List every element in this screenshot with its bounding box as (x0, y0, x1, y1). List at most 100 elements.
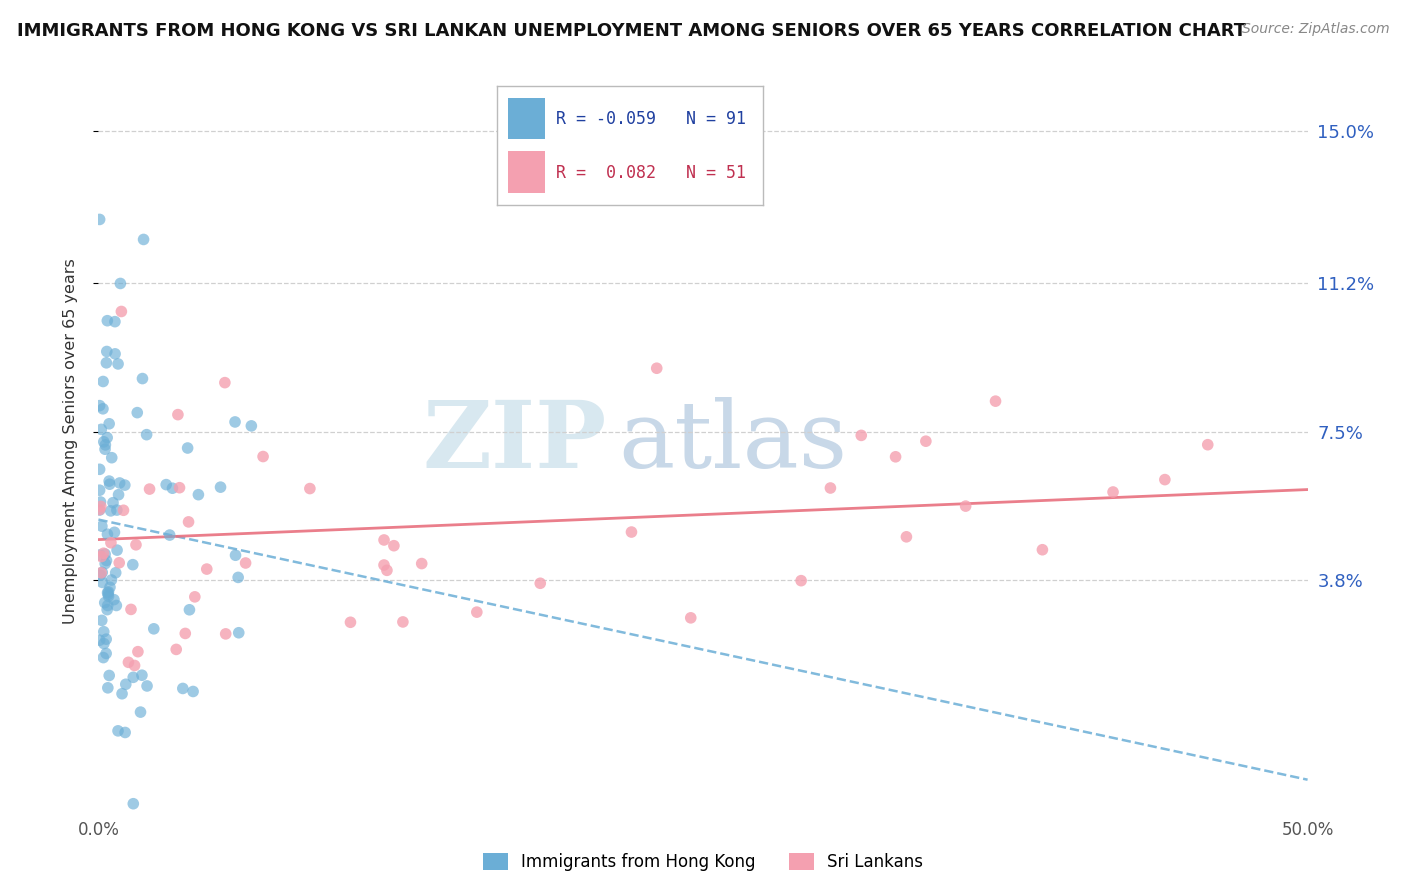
Point (142, 622, 165, 636)
Point (90, 500, 112, 514)
Point (176, 441, 198, 455)
Point (96, 527, 118, 541)
Point (1153, 473, 1175, 487)
Point (100, 504, 122, 518)
Text: IMMIGRANTS FROM HONG KONG VS SRI LANKAN UNEMPLOYMENT AMONG SENIORS OVER 65 YEARS: IMMIGRANTS FROM HONG KONG VS SRI LANKAN … (17, 22, 1246, 40)
Point (135, 427, 157, 442)
Point (226, 570, 249, 584)
Point (105, 543, 128, 558)
Point (1197, 438, 1219, 452)
Point (89, 633, 111, 648)
Point (679, 611, 702, 625)
Point (121, 558, 143, 572)
Point (96, 632, 118, 647)
Point (96, 314, 118, 328)
Point (90, 519, 112, 533)
Point (89, 462, 111, 476)
Point (97, 681, 120, 695)
Point (122, 670, 145, 684)
Point (131, 371, 153, 385)
Point (100, 573, 122, 587)
Point (298, 482, 321, 496)
Point (1031, 542, 1053, 557)
Point (103, 592, 125, 607)
Point (94, 442, 117, 457)
Point (159, 528, 181, 542)
Point (94, 438, 117, 452)
Point (108, 556, 131, 570)
Point (93, 434, 115, 449)
Point (645, 361, 668, 376)
Point (105, 503, 128, 517)
Point (167, 408, 190, 422)
Point (91, 575, 114, 590)
Point (127, 406, 149, 420)
Point (114, 725, 136, 739)
Point (187, 488, 209, 502)
Point (884, 450, 907, 464)
Point (98, 668, 121, 682)
Point (228, 625, 250, 640)
Point (104, 315, 127, 329)
Point (94, 557, 117, 571)
Point (97, 585, 120, 599)
Point (110, 304, 132, 318)
Point (373, 558, 395, 572)
Point (93, 637, 115, 651)
Point (224, 415, 246, 429)
Point (127, 645, 149, 659)
Point (89, 399, 111, 413)
Point (108, 475, 131, 490)
Point (131, 668, 153, 682)
Point (129, 705, 152, 719)
Point (339, 615, 361, 630)
Point (103, 525, 125, 540)
Point (89, 483, 111, 498)
Point (89, 568, 111, 582)
Point (104, 566, 127, 580)
Point (215, 627, 238, 641)
Point (184, 590, 207, 604)
Point (155, 477, 177, 491)
Point (98, 417, 121, 431)
Point (132, 232, 155, 246)
Point (124, 658, 146, 673)
Point (89, 548, 111, 562)
Point (165, 642, 187, 657)
Point (620, 524, 643, 539)
Point (820, 481, 842, 495)
Point (209, 480, 232, 494)
Point (107, 723, 129, 738)
Point (97, 590, 120, 604)
Point (177, 515, 200, 529)
Point (97, 599, 120, 613)
Point (955, 499, 977, 513)
Point (984, 394, 1007, 409)
Point (105, 599, 128, 613)
Point (110, 277, 132, 291)
Point (94, 647, 117, 661)
Point (96, 431, 118, 445)
Point (896, 530, 918, 544)
Point (90, 422, 112, 436)
Point (252, 450, 274, 464)
Point (97, 584, 120, 599)
Point (790, 574, 813, 588)
Point (96, 344, 118, 359)
Point (101, 496, 124, 510)
Point (225, 548, 247, 562)
Point (111, 687, 134, 701)
Point (91, 566, 114, 580)
Point (373, 533, 395, 547)
Point (138, 482, 160, 496)
Text: Source: ZipAtlas.com: Source: ZipAtlas.com (1241, 22, 1389, 37)
Point (122, 797, 145, 811)
Point (90, 566, 112, 580)
Point (100, 535, 122, 549)
Point (93, 624, 115, 639)
Point (136, 679, 159, 693)
Point (120, 602, 142, 616)
Point (104, 347, 127, 361)
Point (169, 481, 191, 495)
Point (214, 376, 236, 390)
